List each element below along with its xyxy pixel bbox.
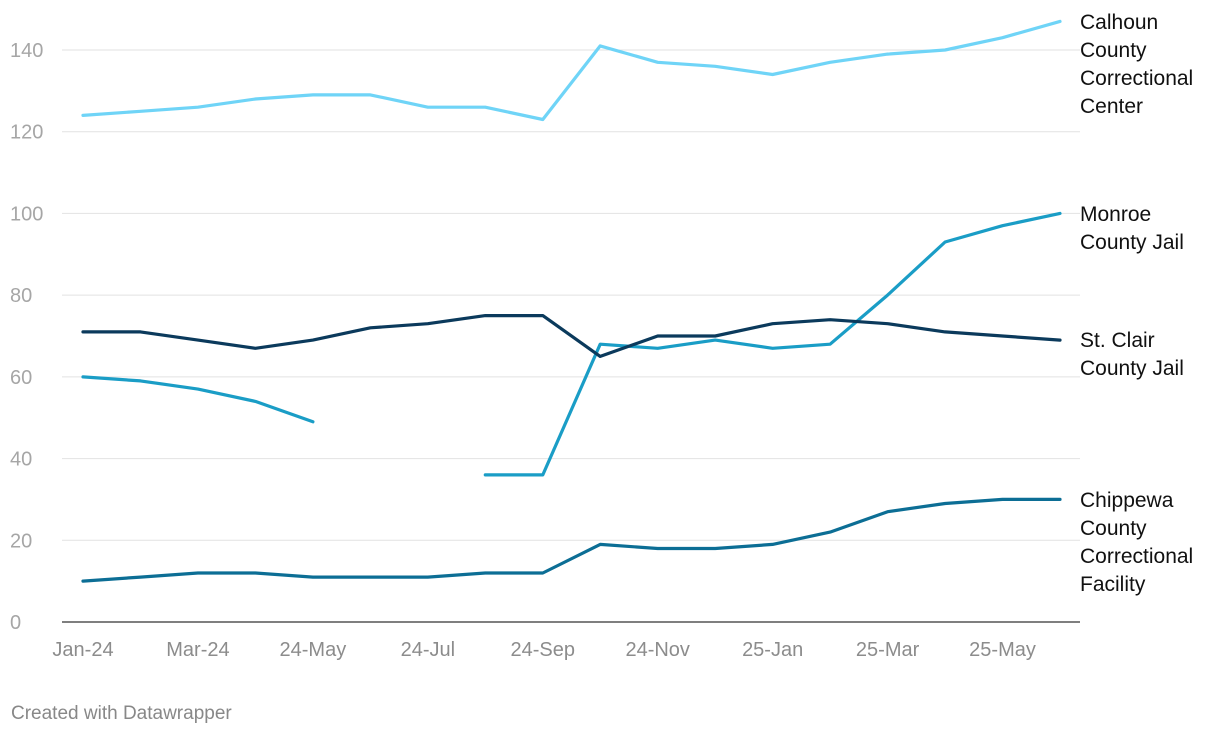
series-label-line: St. Clair	[1080, 329, 1155, 352]
series-label-chippewa-county-correctional-facility: Chippewa County Correctional Facility	[1080, 489, 1193, 596]
y-tick-label-140: 140	[10, 40, 43, 62]
x-tick-label-25-May: 25-May	[969, 639, 1036, 661]
series-label-line: County	[1080, 517, 1147, 540]
series-lines	[81, 19, 1062, 583]
series-label-line: Monroe	[1080, 203, 1151, 226]
series-labels: Calhoun County Correctional Center Monroe Cou…	[1080, 11, 1193, 596]
series-line-monroe-county-jail-segment-2	[483, 211, 1062, 477]
series-label-line: Center	[1080, 95, 1143, 118]
y-tick-label-20: 20	[10, 530, 32, 552]
x-tick-label-24-May: 24-May	[280, 639, 347, 661]
x-axis: Jan-24 Mar-24 24-May 24-Jul 24-Sep 24-Nov 25-J…	[52, 639, 1035, 661]
series-line-calhoun-county-correctional-center-segment-1	[81, 19, 1062, 122]
x-tick-label-24-Jul: 24-Jul	[401, 639, 455, 661]
x-tick-label-Jan-24: Jan-24	[52, 639, 113, 661]
series-label-monroe-county-jail: Monroe County Jail	[1080, 203, 1184, 254]
series-label-line: Correctional	[1080, 67, 1193, 90]
x-tick-label-25-Jan: 25-Jan	[742, 639, 803, 661]
series-line-monroe-county-jail-segment-1	[81, 375, 315, 424]
series-label-line: County	[1080, 39, 1147, 62]
x-tick-label-24-Sep: 24-Sep	[511, 639, 576, 661]
datawrapper-credit: Created with Datawrapper	[11, 703, 232, 724]
series-label-st-clair-county-jail: St. Clair County Jail	[1080, 329, 1184, 380]
series-label-line: Facility	[1080, 573, 1146, 596]
x-tick-label-25-Mar: 25-Mar	[856, 639, 920, 661]
series-line-chippewa-county-correctional-facility-segment-1	[81, 497, 1062, 583]
grid-lines	[62, 49, 1080, 623]
x-tick-label-Mar-24: Mar-24	[166, 639, 229, 661]
series-line-st-clair-county-jail-segment-1	[81, 314, 1062, 358]
y-tick-label-40: 40	[10, 449, 32, 471]
y-tick-label-120: 120	[10, 122, 43, 144]
series-label-line: Chippewa	[1080, 489, 1174, 512]
y-tick-label-60: 60	[10, 367, 32, 389]
y-axis: 0 20 40 60 80 100 120 140	[10, 40, 43, 634]
y-tick-label-0: 0	[10, 612, 21, 634]
series-label-line: Calhoun	[1080, 11, 1158, 34]
series-label-line: County Jail	[1080, 231, 1184, 254]
y-tick-label-80: 80	[10, 285, 32, 307]
series-label-line: County Jail	[1080, 357, 1184, 380]
y-tick-label-100: 100	[10, 203, 43, 225]
series-label-calhoun-county-correctional-center: Calhoun County Correctional Center	[1080, 11, 1193, 118]
x-tick-label-24-Nov: 24-Nov	[625, 639, 689, 661]
series-label-line: Correctional	[1080, 545, 1193, 568]
